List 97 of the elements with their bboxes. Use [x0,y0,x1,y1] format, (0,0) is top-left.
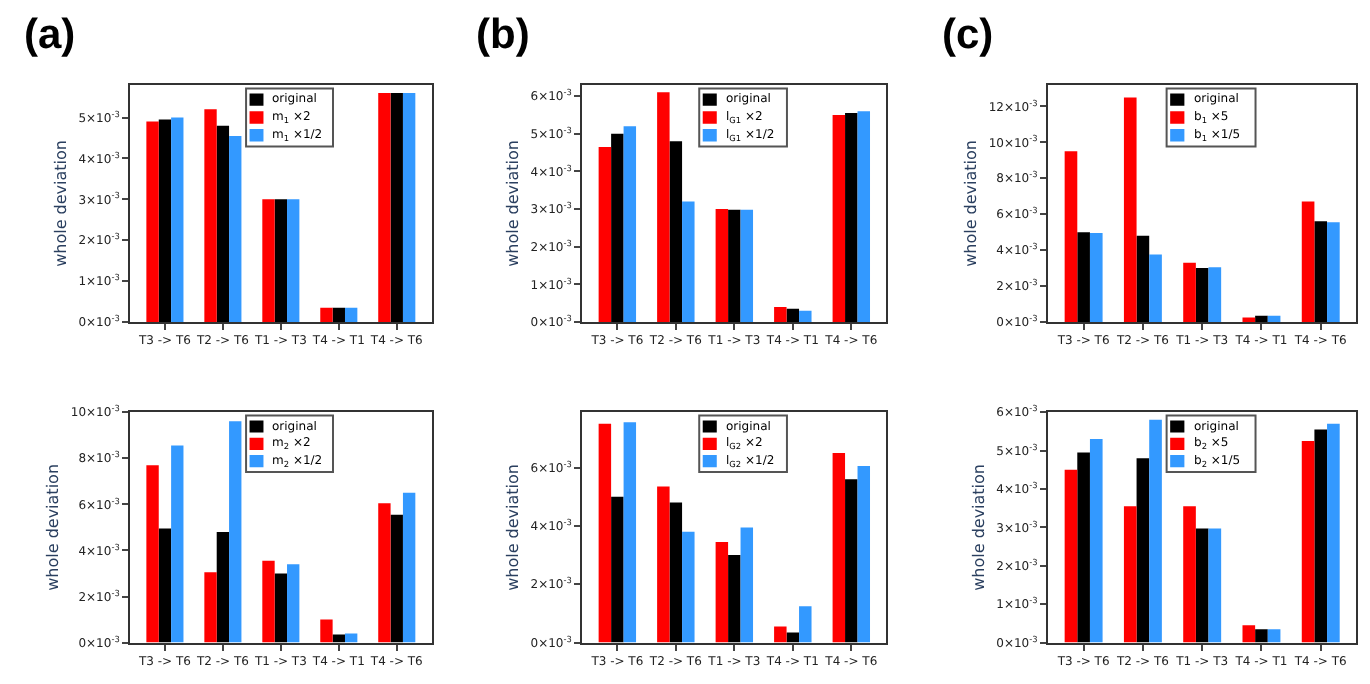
bar [1208,267,1222,322]
bar [682,201,695,322]
bar [274,573,288,643]
y-axis-title: whole deviation [503,140,522,267]
bar [262,199,275,322]
y-axis-title: whole deviation [503,463,522,591]
bar [1314,429,1328,643]
bar [1183,506,1196,643]
bar [1136,458,1150,643]
bar [1301,440,1315,643]
bar [1195,268,1209,322]
bar [171,445,184,643]
bar [204,572,217,643]
bar [158,119,172,322]
bar [728,209,741,322]
bar [799,310,812,322]
bar [1089,439,1103,643]
bar [715,541,729,643]
bar [274,199,288,322]
bar [378,503,391,643]
bar [1123,506,1137,643]
bar [402,492,416,643]
bar [320,307,333,322]
bar [344,633,358,643]
bar [158,528,172,643]
bar [1149,254,1162,322]
bar [1183,262,1196,322]
bar [740,527,754,643]
bar [657,92,670,322]
bar [216,125,230,322]
bar [216,531,230,643]
bar [598,423,612,643]
bar [623,126,637,322]
bar [1077,452,1090,643]
bar [262,560,275,643]
bar [146,121,159,322]
bar [1327,423,1340,643]
bar [1089,233,1103,322]
bar [204,109,217,322]
bar [390,93,403,322]
bar [774,626,787,643]
bar [774,306,787,322]
bar [1255,629,1268,643]
bar [740,209,754,322]
bar [669,141,683,322]
bar [1149,419,1162,643]
bar [623,422,637,643]
bar [728,555,741,643]
bar [857,111,871,322]
bar [344,307,358,322]
bar [1267,629,1281,643]
bar [287,199,300,322]
bar [1064,469,1078,643]
bar [1195,528,1209,643]
bar [799,606,812,643]
bar [611,133,624,322]
bar [1255,315,1268,322]
bar [171,117,184,322]
bar [1301,201,1315,322]
bar [1267,315,1281,322]
bar [1327,222,1340,322]
bar [598,146,612,322]
bar [390,514,403,643]
bar [229,135,242,322]
bar [611,496,624,643]
chart-title: (c) [942,12,994,58]
bar [146,465,159,643]
bar [832,114,846,322]
bar [857,466,871,643]
bar [1208,528,1222,643]
bar [1136,235,1150,322]
bar [1064,151,1078,322]
bar [786,632,800,643]
bar [786,308,800,322]
y-axis-title: whole deviation [51,140,70,267]
bar [1077,232,1090,322]
bar [378,93,391,322]
chart-title: (a) [24,12,76,58]
bar [229,421,242,643]
y-axis-title: whole deviation [962,140,981,267]
bar [320,619,333,643]
bar [287,564,300,643]
y-axis-title: whole deviation [44,463,63,591]
chart-title: (b) [476,12,530,58]
bar [715,209,729,322]
bar [845,113,858,322]
bar [845,479,858,643]
bar [832,452,846,643]
bar [669,502,683,643]
bar [1123,97,1137,322]
bar [682,531,695,643]
bar [657,486,670,643]
bar [402,93,416,322]
bar [1242,625,1256,643]
bar [332,307,345,322]
bar [1314,221,1328,322]
y-axis-title: whole deviation [969,463,988,591]
